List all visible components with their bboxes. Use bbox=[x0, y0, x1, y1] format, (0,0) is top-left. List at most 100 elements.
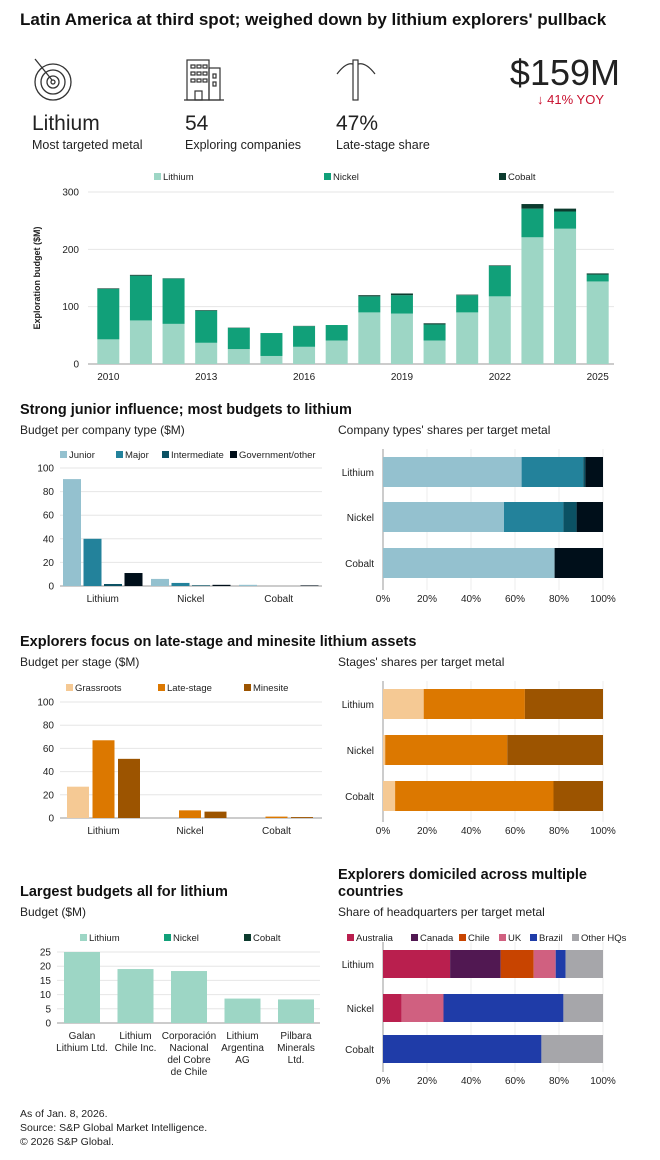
bar-government-other-1 bbox=[212, 584, 231, 586]
stage-share-subtitle: Stages' shares per target metal bbox=[338, 655, 505, 669]
y-category-label: Cobalt bbox=[345, 792, 374, 803]
legend-swatch bbox=[80, 934, 87, 941]
bar-grassroots-nickel bbox=[383, 735, 386, 765]
headline-budget: $159M bbox=[509, 52, 620, 93]
y-tick-label: 80 bbox=[43, 487, 55, 498]
bar-major-1 bbox=[171, 582, 190, 586]
x-category-label: Lithium bbox=[226, 1031, 258, 1042]
bar-nickel-2012 bbox=[162, 278, 185, 324]
bar-lithium-2017 bbox=[325, 340, 348, 364]
bar-nickel-2018 bbox=[358, 296, 381, 313]
x-tick-label: 40% bbox=[461, 826, 481, 837]
y-category-label: Cobalt bbox=[345, 559, 374, 570]
x-category-label: Galan bbox=[69, 1031, 96, 1042]
y-tick-label: 15 bbox=[40, 976, 52, 987]
legend-swatch bbox=[459, 934, 466, 941]
bar-cobalt-2013 bbox=[195, 310, 218, 311]
bar-government-other-2 bbox=[300, 585, 319, 586]
x-category-label: Lithium bbox=[87, 826, 119, 837]
bar-major-nickel bbox=[504, 502, 564, 532]
bar-cobalt-2018 bbox=[358, 295, 381, 297]
bar-lithium-2015 bbox=[260, 355, 283, 364]
legend-label: Late-stage bbox=[167, 683, 212, 694]
bar-nickel-2020 bbox=[423, 324, 446, 341]
bar-grassroots-cobalt bbox=[383, 781, 396, 811]
bar-minesite-2 bbox=[291, 817, 313, 818]
legend-label: Australia bbox=[356, 933, 394, 944]
x-tick-label: 0% bbox=[376, 594, 391, 605]
bar-brazil-cobalt bbox=[383, 1035, 542, 1063]
bar-lithium-2023 bbox=[521, 237, 544, 364]
x-category-label: Argentina bbox=[221, 1043, 264, 1054]
stage-subtitle: Budget per stage ($M) bbox=[20, 655, 140, 669]
footer-copyright: © 2026 S&P Global. bbox=[20, 1136, 114, 1148]
y-tick-label: 20 bbox=[43, 558, 55, 569]
x-tick-label: 2010 bbox=[97, 372, 120, 383]
x-category-label: Ltd. bbox=[288, 1055, 305, 1066]
bar-minesite-nickel bbox=[507, 735, 603, 765]
bar-uk-nickel bbox=[401, 994, 444, 1022]
legend-swatch bbox=[116, 451, 123, 458]
bar-intermediate-0 bbox=[104, 583, 122, 586]
x-category-label: Chile Inc. bbox=[115, 1043, 157, 1054]
bar-chile-lithium bbox=[500, 950, 534, 978]
bar-government-other-cobalt bbox=[554, 548, 603, 578]
bar-late-stage-nickel bbox=[385, 735, 508, 765]
bar-cobalt-2019 bbox=[390, 293, 413, 296]
y-tick-label: 200 bbox=[62, 245, 79, 256]
bar-lithium-2012 bbox=[162, 323, 185, 364]
x-tick-label: 2025 bbox=[587, 372, 610, 383]
bar-nickel-2011 bbox=[129, 275, 152, 321]
hq-subtitle: Share of headquarters per target metal bbox=[338, 905, 545, 919]
bar-lithium-2016 bbox=[293, 346, 316, 364]
y-tick-label: 100 bbox=[37, 698, 54, 709]
bar-lithium-2014 bbox=[227, 349, 250, 364]
bar-minesite-0 bbox=[118, 758, 140, 818]
bar-junior-1 bbox=[151, 578, 169, 586]
bar-lithium-2010 bbox=[97, 339, 120, 364]
y-tick-label: 25 bbox=[40, 948, 52, 959]
legend-label: Grassroots bbox=[75, 683, 122, 694]
x-tick-label: 20% bbox=[417, 1076, 437, 1087]
target-icon bbox=[34, 58, 72, 101]
x-category-label: Cobalt bbox=[264, 594, 293, 605]
bar-canada-lithium bbox=[450, 950, 501, 978]
bar-nickel-2017 bbox=[325, 325, 348, 341]
y-tick-label: 20 bbox=[43, 790, 55, 801]
x-category-label: Corporación bbox=[162, 1031, 216, 1042]
bar-late-stage-0 bbox=[92, 740, 115, 818]
bar-junior-2 bbox=[239, 584, 257, 586]
legend-swatch bbox=[66, 684, 73, 691]
section-3-title: Explorers focus on late-stage and minesi… bbox=[20, 634, 417, 650]
building-icon bbox=[184, 59, 224, 101]
bar-uk-lithium bbox=[533, 950, 556, 978]
bar-late-stage-lithium bbox=[423, 689, 525, 719]
legend-swatch bbox=[499, 173, 506, 180]
y-tick-label: 0 bbox=[48, 814, 54, 825]
footer-date: As of Jan. 8, 2026. bbox=[20, 1108, 108, 1120]
bar-cobalt-2025 bbox=[586, 273, 609, 275]
legend-label: UK bbox=[508, 933, 522, 944]
bar-lithium-2020 bbox=[423, 340, 446, 364]
x-category-label: Lithium Ltd. bbox=[56, 1043, 108, 1054]
bar-lithium-0 bbox=[64, 952, 100, 1023]
bar-junior-0 bbox=[63, 479, 81, 586]
legend-label: Junior bbox=[69, 450, 95, 461]
legend-label: Brazil bbox=[539, 933, 563, 944]
bar-australia-nickel bbox=[383, 994, 402, 1022]
x-category-label: Nickel bbox=[176, 826, 203, 837]
legend-swatch bbox=[60, 451, 67, 458]
bar-junior-cobalt bbox=[383, 548, 555, 578]
kpi-value-companies: 54 bbox=[185, 112, 209, 135]
bar-late-stage-2 bbox=[265, 816, 288, 818]
x-category-label: Minerals bbox=[277, 1043, 315, 1054]
bar-intermediate-nickel bbox=[563, 502, 577, 532]
y-tick-label: 60 bbox=[43, 744, 55, 755]
bar-cobalt-2022 bbox=[488, 265, 511, 266]
bar-nickel-2025 bbox=[586, 274, 609, 282]
legend-label: Cobalt bbox=[253, 933, 281, 944]
x-tick-label: 0% bbox=[376, 826, 391, 837]
legend-label: Nickel bbox=[333, 172, 359, 183]
y-tick-label: 40 bbox=[43, 767, 55, 778]
